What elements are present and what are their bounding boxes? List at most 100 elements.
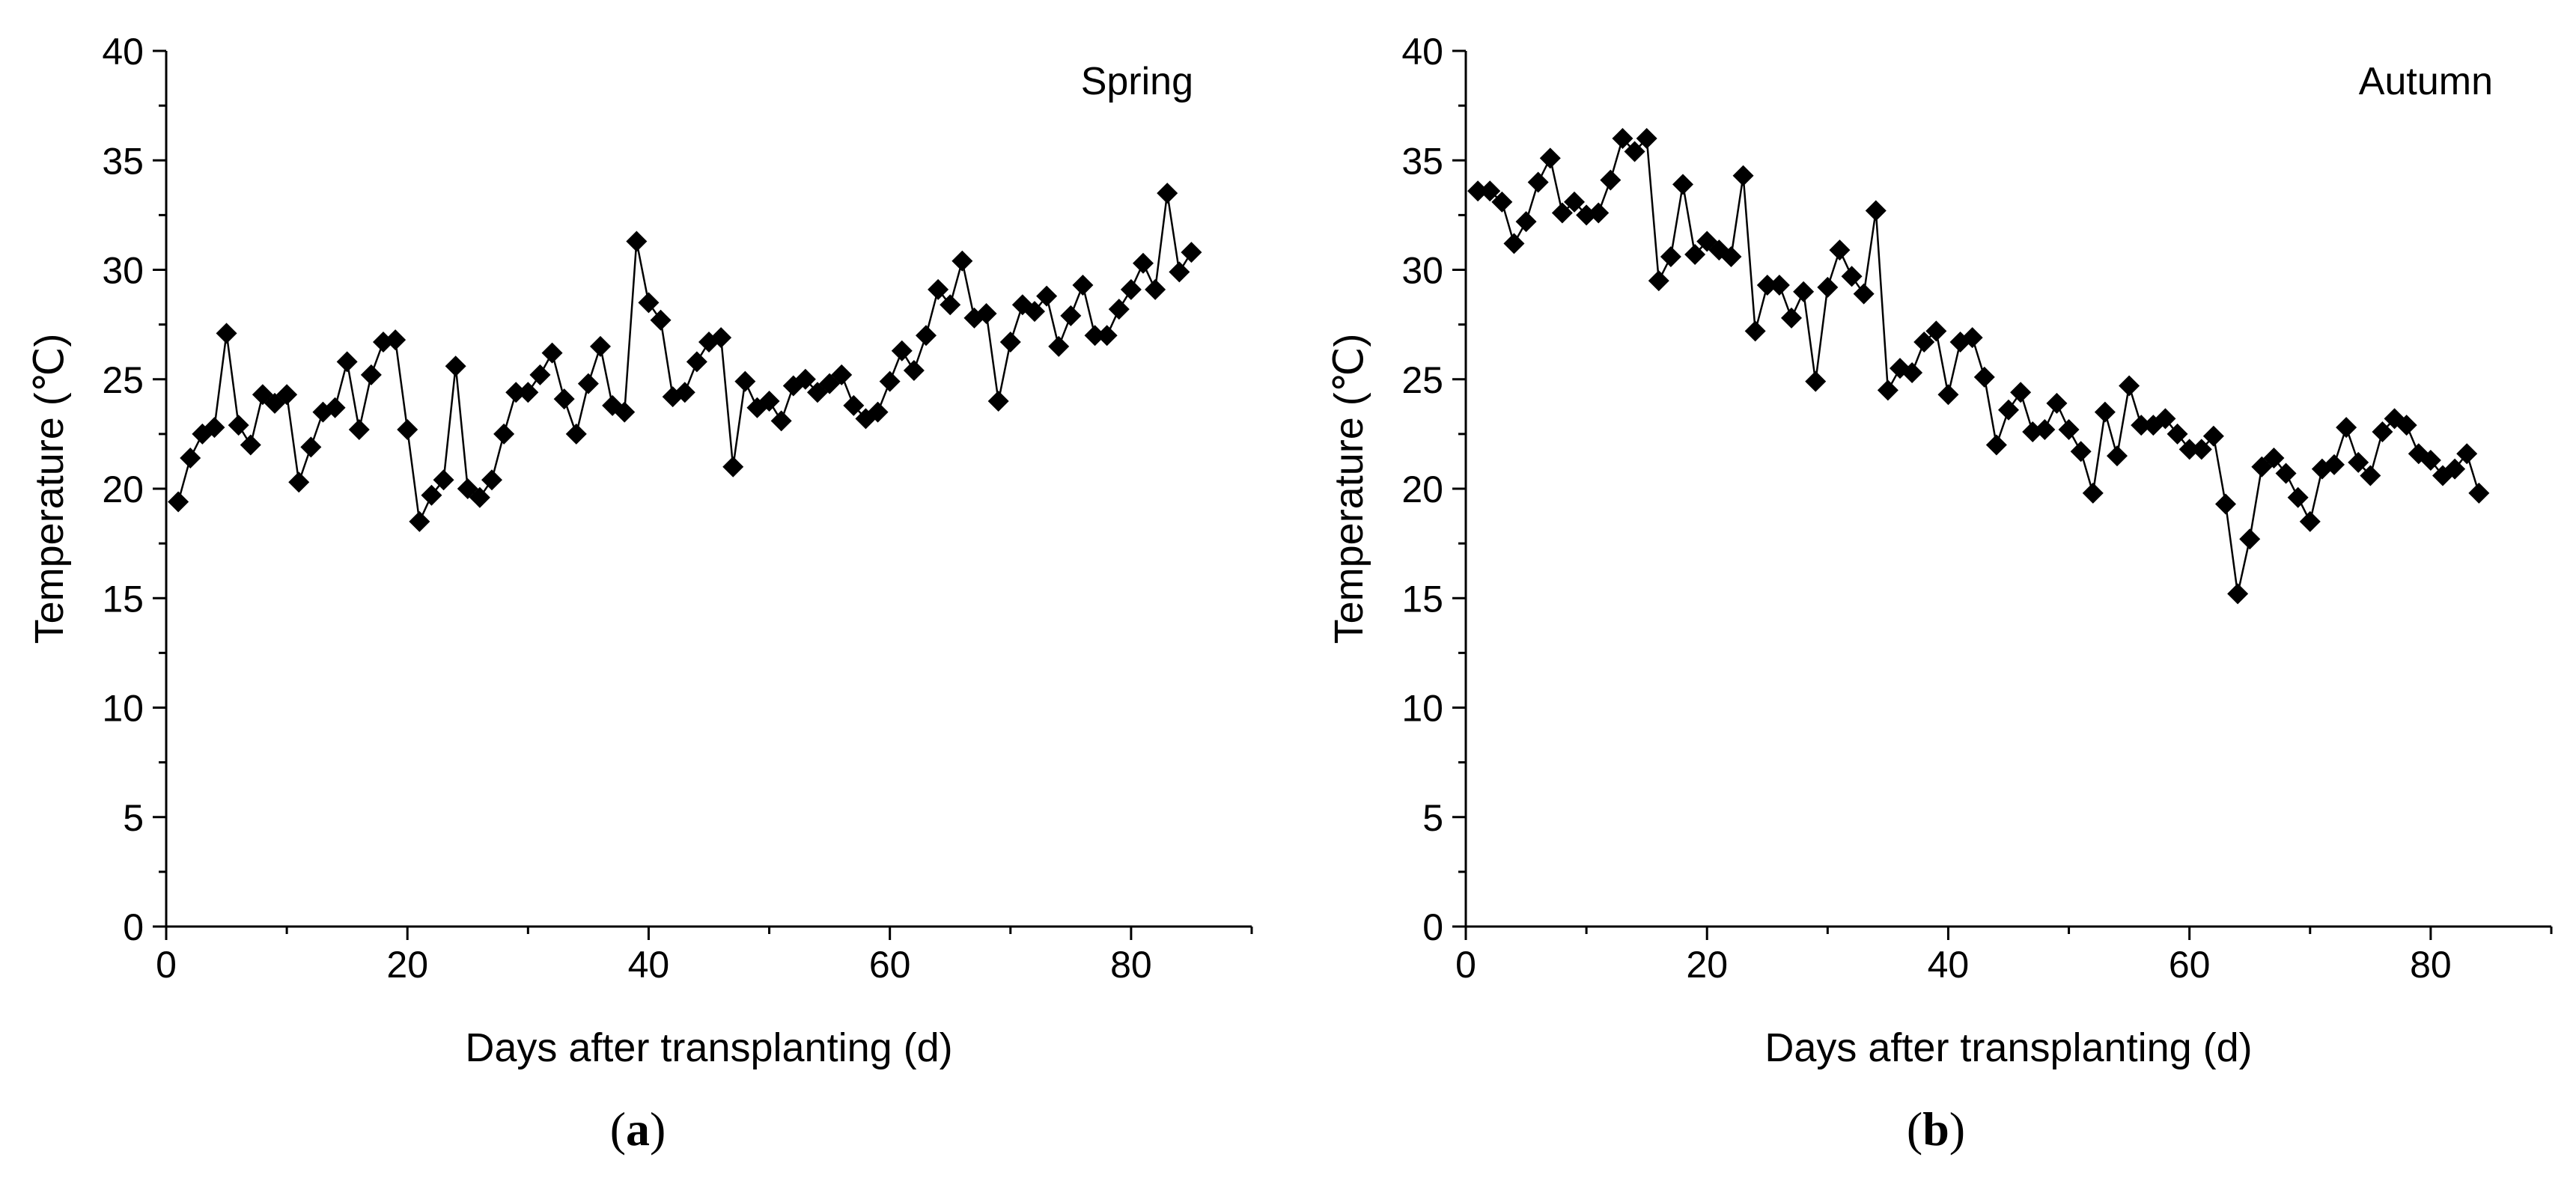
data-point-a-43 <box>686 351 707 373</box>
y-tick-label-a-35: 35 <box>102 140 144 182</box>
y-tick-label-a-10: 10 <box>102 688 144 730</box>
data-point-a-9 <box>276 384 298 406</box>
x-tick-label-a-60: 60 <box>869 944 911 986</box>
data-point-a-5 <box>228 415 249 436</box>
y-tick-label-b-0: 0 <box>1422 906 1443 948</box>
data-point-a-50 <box>770 410 792 432</box>
data-point-b-48 <box>2046 392 2068 414</box>
data-point-b-1 <box>1479 180 1501 202</box>
data-point-a-63 <box>928 278 949 300</box>
data-point-a-60 <box>891 340 913 361</box>
data-point-b-15 <box>1648 270 1669 292</box>
data-point-a-78 <box>1108 299 1130 320</box>
x-tick-label-a-20: 20 <box>386 944 428 986</box>
data-point-a-84 <box>1181 242 1202 263</box>
y-tick-label-a-30: 30 <box>102 250 144 292</box>
data-point-a-38 <box>626 231 648 252</box>
data-point-a-73 <box>1048 335 1070 357</box>
y-tick-label-a-5: 5 <box>123 797 144 839</box>
data-point-a-15 <box>348 419 370 441</box>
data-point-b-26 <box>1781 307 1802 329</box>
data-point-a-64 <box>940 294 961 316</box>
data-point-b-52 <box>2094 401 2116 423</box>
data-point-b-45 <box>2010 382 2032 403</box>
panel-label-a-letter: a <box>626 1102 650 1156</box>
data-point-b-62 <box>2215 493 2236 515</box>
x-tick-label-b-20: 20 <box>1686 944 1728 986</box>
data-point-b-18 <box>1684 244 1706 266</box>
data-point-a-11 <box>300 436 322 458</box>
data-point-a-19 <box>397 419 418 441</box>
data-point-b-55 <box>2131 415 2152 436</box>
data-point-a-26 <box>481 469 502 491</box>
data-point-a-65 <box>951 250 973 272</box>
season-annotation-autumn: Autumn <box>2359 60 2493 103</box>
data-point-b-79 <box>2420 449 2441 471</box>
data-point-b-36 <box>1901 361 1923 383</box>
data-point-a-47 <box>734 370 756 392</box>
data-point-a-23 <box>445 355 466 377</box>
data-point-a-14 <box>336 351 358 373</box>
x-tick-label-b-40: 40 <box>1928 944 1970 986</box>
data-point-a-45 <box>710 327 732 349</box>
panel-label-b-letter: b <box>1922 1102 1949 1156</box>
data-point-a-67 <box>975 303 997 324</box>
data-point-b-29 <box>1817 276 1839 298</box>
data-point-b-67 <box>2275 463 2297 484</box>
data-point-a-33 <box>565 423 587 445</box>
data-point-b-7 <box>1551 202 1573 224</box>
data-point-b-25 <box>1768 274 1790 296</box>
data-point-a-29 <box>517 382 539 403</box>
data-point-b-74 <box>2360 465 2381 486</box>
data-point-b-13 <box>1624 141 1645 162</box>
data-point-b-12 <box>1612 128 1633 149</box>
data-point-a-68 <box>987 391 1009 412</box>
data-point-b-73 <box>2348 451 2369 473</box>
data-point-a-82 <box>1157 183 1178 204</box>
data-point-b-16 <box>1660 245 1681 267</box>
data-point-a-58 <box>867 401 889 423</box>
data-point-b-42 <box>1973 366 1995 388</box>
data-point-b-49 <box>2058 419 2080 441</box>
data-point-b-0 <box>1467 180 1489 202</box>
data-point-b-53 <box>2107 445 2128 467</box>
data-point-a-56 <box>843 394 865 416</box>
data-point-b-17 <box>1672 174 1693 195</box>
panel-label-b: (b) <box>1907 1102 1965 1156</box>
data-point-b-81 <box>2444 458 2466 480</box>
data-point-b-10 <box>1588 202 1610 224</box>
data-point-b-64 <box>2239 528 2261 550</box>
data-point-b-71 <box>2324 454 2345 475</box>
data-point-b-27 <box>1793 281 1815 302</box>
data-point-a-21 <box>421 484 442 506</box>
data-point-a-61 <box>903 360 925 382</box>
data-point-b-58 <box>2167 423 2188 445</box>
data-point-b-54 <box>2119 375 2140 397</box>
data-point-a-59 <box>879 370 901 392</box>
data-point-b-75 <box>2372 421 2393 442</box>
data-point-a-81 <box>1145 278 1166 300</box>
data-point-a-80 <box>1133 252 1154 274</box>
data-point-b-33 <box>1865 200 1887 222</box>
data-point-a-4 <box>216 323 237 344</box>
data-point-b-77 <box>2396 415 2417 436</box>
data-point-a-76 <box>1084 325 1106 347</box>
panel-label-a: (a) <box>610 1102 666 1156</box>
y-tick-label-b-35: 35 <box>1401 140 1443 182</box>
data-point-a-74 <box>1060 305 1082 326</box>
data-point-a-6 <box>240 434 261 456</box>
panel-label-b-close: ) <box>1949 1102 1965 1156</box>
data-point-b-22 <box>1732 165 1754 186</box>
data-point-b-3 <box>1503 233 1525 254</box>
data-point-a-55 <box>831 364 853 385</box>
y-tick-label-b-10: 10 <box>1401 688 1443 730</box>
data-point-a-52 <box>794 368 816 390</box>
data-point-b-38 <box>1925 320 1947 342</box>
y-tick-label-b-15: 15 <box>1401 578 1443 620</box>
y-axis-title-b: Temperature (℃) <box>1327 334 1371 644</box>
data-point-a-0 <box>168 491 189 513</box>
chart-panel-autumn: 0 20 40 60 80 0 5 10 15 20 25 30 35 40 D… <box>1327 31 2553 1156</box>
x-tick-label-a-0: 0 <box>156 944 177 986</box>
data-point-a-69 <box>999 332 1021 353</box>
